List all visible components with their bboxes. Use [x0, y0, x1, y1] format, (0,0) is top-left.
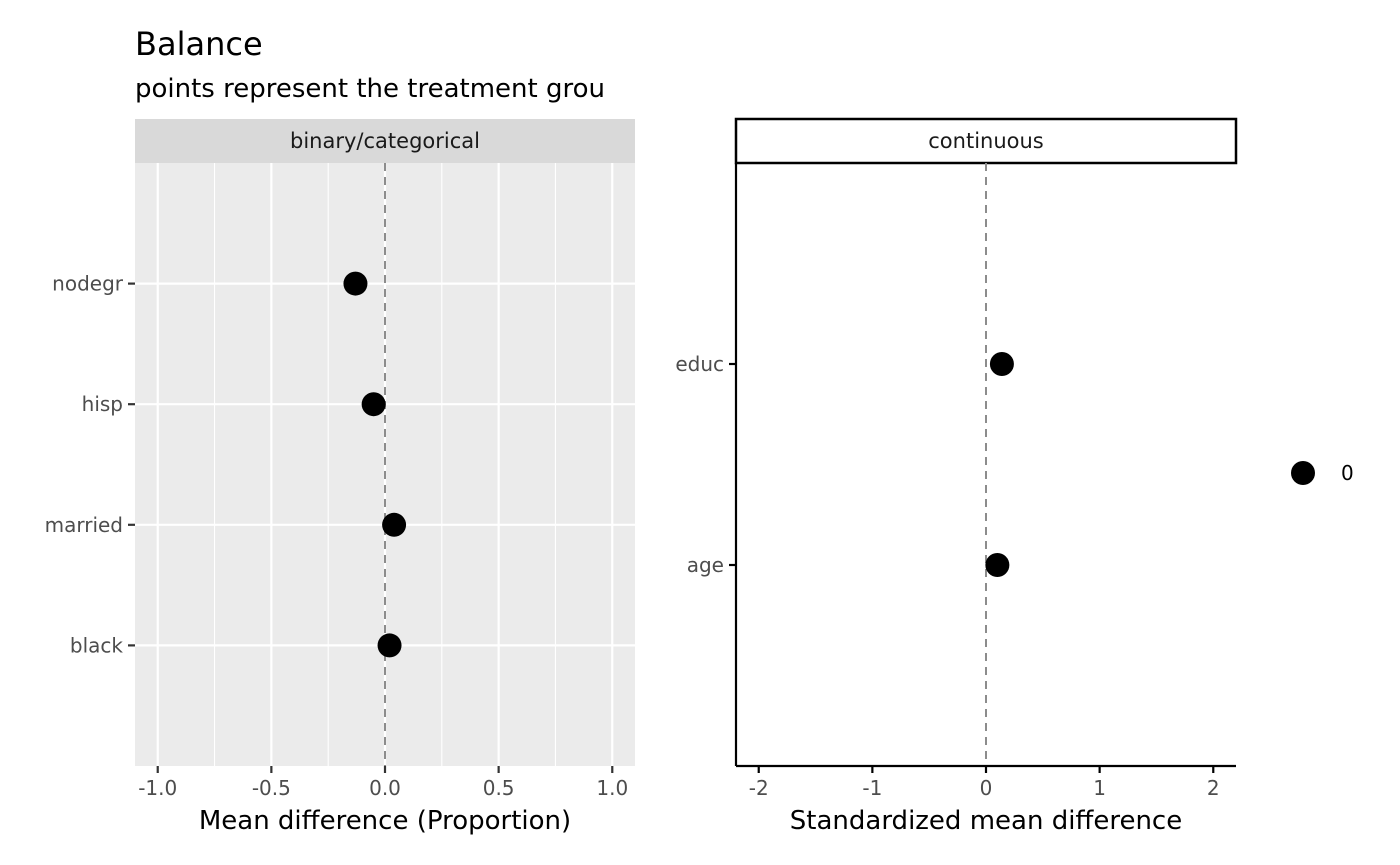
data-point-educ: [989, 352, 1014, 376]
chart-title: Balance: [135, 25, 263, 63]
x-tick-label: 0.5: [483, 776, 515, 800]
y-tick-label: nodegr: [52, 272, 124, 296]
data-point-married: [382, 512, 407, 537]
facet-strip: [734, 117, 1238, 165]
x-tick-label: 1: [1093, 776, 1106, 800]
y-tick-label: black: [70, 633, 124, 657]
x-axis-title: Standardized mean difference: [790, 806, 1182, 836]
facet-label: binary/categorical: [290, 129, 480, 153]
x-tick-label: -0.5: [252, 776, 291, 800]
x-tick-label: 1.0: [596, 776, 628, 800]
panel-2: continuous educ age -2 -1 0 1 2 Standardized mea…: [675, 117, 1238, 836]
x-axis-title: Mean difference (Proportion): [199, 806, 571, 836]
y-tick-label: age: [687, 553, 724, 577]
y-tick-label: hisp: [82, 392, 123, 416]
y-tick-label: married: [45, 513, 123, 537]
data-point-hisp: [361, 392, 386, 417]
x-tick-label: -1.0: [138, 776, 177, 800]
x-tick-label: 0: [980, 776, 993, 800]
data-point-black: [377, 633, 402, 658]
chart-subtitle: points represent the treatment grou: [135, 74, 605, 104]
x-tick-label: -1: [862, 776, 882, 800]
x-tick-label: 0.0: [369, 776, 401, 800]
facet-strip: [135, 119, 635, 163]
legend: 0: [1291, 461, 1354, 485]
legend-label: 0: [1341, 461, 1354, 485]
x-tick-label: 2: [1207, 776, 1220, 800]
panel-1: binary/categorical nodegr hisp married black…: [45, 119, 635, 836]
x-tick-label: -2: [749, 776, 769, 800]
data-point-nodegr: [343, 271, 368, 296]
facet-label: continuous: [928, 129, 1044, 153]
facet-panels: binary/categorical nodegr hisp married black…: [45, 117, 1238, 836]
data-point-age: [985, 553, 1010, 577]
y-tick-label: educ: [675, 352, 724, 376]
legend-key: [1291, 461, 1315, 485]
